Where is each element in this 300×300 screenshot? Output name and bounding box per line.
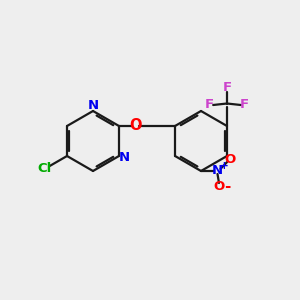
Text: N: N [119, 151, 130, 164]
Text: O: O [224, 153, 236, 166]
Text: -: - [224, 179, 231, 194]
Text: +: + [220, 161, 229, 171]
Text: N: N [87, 99, 99, 112]
Text: F: F [205, 98, 214, 112]
Text: O: O [213, 180, 225, 193]
Text: N: N [212, 164, 223, 178]
Text: O: O [129, 118, 142, 134]
Text: F: F [240, 98, 249, 112]
Text: F: F [222, 81, 232, 94]
Text: Cl: Cl [38, 162, 52, 175]
